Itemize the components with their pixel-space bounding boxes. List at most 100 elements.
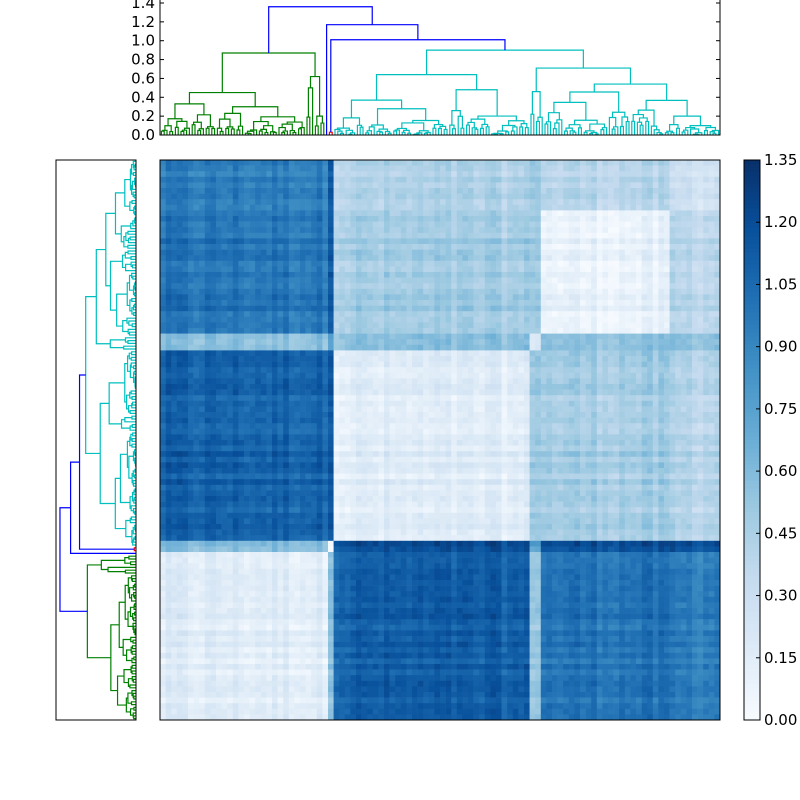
heatmap-cell	[193, 193, 200, 200]
heatmap-cell	[176, 378, 183, 385]
heatmap-cell	[266, 300, 273, 306]
heatmap-cell	[692, 372, 698, 379]
heatmap-cell	[630, 389, 637, 396]
heatmap-cell	[585, 333, 592, 340]
heatmap-cell	[249, 277, 256, 284]
heatmap-cell	[658, 367, 665, 374]
heatmap-cell	[462, 260, 469, 267]
heatmap-cell	[686, 249, 693, 256]
heatmap-cell	[591, 188, 598, 194]
heatmap-cell	[507, 277, 514, 284]
heatmap-cell	[440, 395, 446, 402]
heatmap-cell	[400, 356, 407, 362]
heatmap-cell	[204, 288, 211, 295]
heatmap-cell	[238, 406, 245, 413]
heatmap-cell	[322, 356, 329, 362]
heatmap-cell	[238, 417, 245, 424]
heatmap-cell	[552, 412, 558, 418]
heatmap-cell	[283, 288, 290, 295]
heatmap-cell	[400, 176, 407, 183]
heatmap-cell	[552, 344, 558, 351]
heatmap-cell	[160, 328, 166, 334]
heatmap-cell	[216, 423, 222, 430]
heatmap-cell	[384, 204, 390, 211]
heatmap-cell	[182, 255, 189, 262]
heatmap-cell	[714, 294, 721, 301]
heatmap-cell	[501, 350, 508, 357]
heatmap-cell	[328, 176, 334, 183]
heatmap-cell	[244, 339, 250, 346]
heatmap-cell	[210, 294, 217, 301]
heatmap-cell	[378, 300, 385, 306]
heatmap-cell	[384, 182, 390, 189]
heatmap-cell	[400, 316, 407, 323]
heatmap-cell	[563, 244, 570, 250]
heatmap-cell	[384, 333, 390, 340]
heatmap-cell	[518, 227, 525, 234]
heatmap-cell	[255, 356, 262, 362]
heatmap-cell	[160, 400, 166, 407]
heatmap-cell	[227, 344, 234, 351]
heatmap-cell	[428, 350, 435, 357]
heatmap-cell	[395, 395, 402, 402]
heatmap-cell	[367, 160, 374, 166]
heatmap-cell	[277, 283, 284, 290]
heatmap-cell	[288, 316, 295, 323]
heatmap-cell	[165, 260, 172, 267]
heatmap-cell	[692, 322, 698, 329]
heatmap-cell	[535, 305, 542, 312]
heatmap-cell	[585, 260, 592, 267]
heatmap-cell	[423, 216, 430, 222]
heatmap-cell	[535, 193, 542, 200]
heatmap-cell	[462, 244, 469, 250]
heatmap-cell	[232, 221, 239, 228]
heatmap-cell	[288, 423, 295, 430]
heatmap-cell	[193, 417, 200, 424]
heatmap-cell	[456, 199, 463, 206]
heatmap-cell	[372, 356, 379, 362]
heatmap-cell	[395, 188, 402, 194]
heatmap-cell	[238, 221, 245, 228]
heatmap-cell	[641, 300, 648, 306]
heatmap-cell	[456, 210, 463, 217]
heatmap-cell	[636, 160, 642, 166]
heatmap-cell	[300, 188, 306, 194]
heatmap-cell	[356, 266, 362, 273]
heatmap-cell	[529, 316, 536, 323]
heatmap-cell	[697, 244, 704, 250]
heatmap-cell	[608, 216, 614, 222]
heatmap-cell	[473, 210, 480, 217]
heatmap-cell	[479, 221, 486, 228]
heatmap-cell	[260, 384, 267, 390]
heatmap-cell	[176, 176, 183, 183]
heatmap-cell	[641, 344, 648, 351]
heatmap-cell	[501, 165, 508, 172]
heatmap-cell	[221, 305, 228, 312]
heatmap-cell	[199, 277, 206, 284]
heatmap-cell	[322, 160, 329, 166]
heatmap-cell	[602, 182, 609, 189]
heatmap-cell	[350, 305, 357, 312]
heatmap-cell	[283, 227, 290, 234]
heatmap-cell	[378, 428, 385, 435]
heatmap-cell	[585, 311, 592, 318]
heatmap-cell	[445, 350, 452, 357]
heatmap-cell	[596, 199, 603, 206]
heatmap-cell	[283, 204, 290, 211]
heatmap-cell	[328, 400, 334, 407]
heatmap-cell	[574, 344, 581, 351]
heatmap-cell	[350, 294, 357, 301]
heatmap-cell	[272, 316, 278, 323]
heatmap-cell	[585, 277, 592, 284]
heatmap-cell	[613, 283, 620, 290]
heatmap-cell	[703, 428, 710, 435]
heatmap-cell	[384, 406, 390, 413]
heatmap-cell	[568, 232, 575, 239]
heatmap-cell	[221, 260, 228, 267]
heatmap-cell	[311, 266, 318, 273]
heatmap-cell	[417, 232, 424, 239]
heatmap-cell	[669, 350, 676, 357]
heatmap-cell	[518, 283, 525, 290]
heatmap-cell	[249, 238, 256, 245]
heatmap-cell	[680, 423, 687, 430]
